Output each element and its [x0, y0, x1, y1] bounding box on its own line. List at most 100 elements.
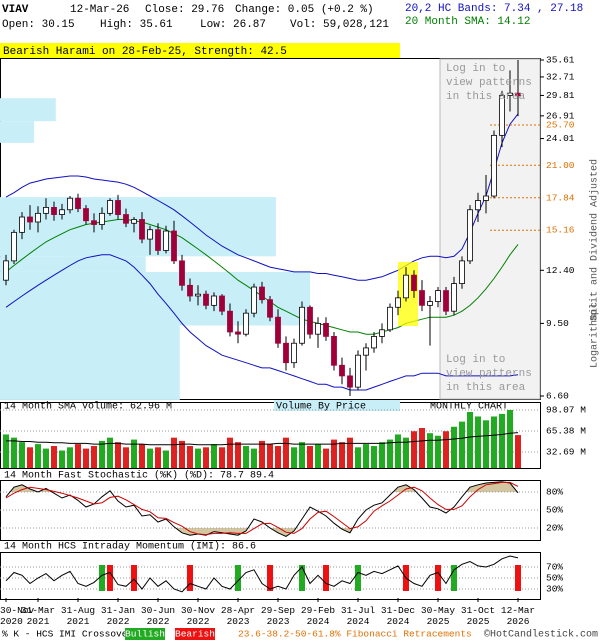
legend-label: Bullish — [125, 629, 165, 640]
y-tick-label: 32.71 — [546, 71, 575, 82]
sma-info: 20 Month SMA: 14.12 — [405, 16, 530, 28]
candle-body — [67, 197, 73, 211]
candle-body — [211, 295, 217, 306]
volume-bar — [475, 416, 481, 468]
candle-body — [139, 219, 145, 240]
locked-text: in this area — [446, 382, 526, 394]
volume-bar — [91, 446, 97, 468]
pattern-banner: Bearish Harami on 28-Feb-25, Strength: 4… — [3, 46, 287, 58]
crossover-bar — [323, 565, 329, 591]
x-tick-label: 30-Jun 2022 — [141, 605, 175, 627]
vbp-label: Volume By Price — [276, 401, 366, 413]
scale-label: Logarithmic — [589, 302, 600, 368]
fib-label: 25.70 — [546, 120, 575, 131]
volume-bar — [123, 447, 129, 468]
legend-label: Bearish — [175, 629, 215, 640]
locked-text: Log in to — [446, 63, 505, 75]
volume-bar — [347, 437, 353, 468]
volume-bar — [51, 446, 57, 468]
volume-bar — [131, 439, 137, 468]
y-tick-label: 29.81 — [546, 90, 575, 101]
candle-body — [155, 229, 161, 251]
bands-info: 20,2 HC Bands: 7.34 , 27.18 — [405, 3, 583, 15]
candle-body — [75, 197, 81, 209]
candle-body — [499, 95, 505, 136]
candle-body — [235, 331, 241, 335]
pattern-banner-bg — [0, 43, 400, 58]
locked-text: view patterns — [446, 368, 532, 380]
volume-bar — [427, 433, 433, 468]
y-tick-label: 12.40 — [546, 265, 575, 276]
candle-body — [331, 336, 337, 366]
low: Low: 26.87 — [200, 19, 266, 31]
crossover-bar — [435, 565, 441, 591]
volume-bar — [355, 447, 361, 468]
candle-body — [131, 219, 137, 224]
volume-title: 14 Month SMA Volume: 62.96 M — [4, 401, 172, 413]
candle-body — [147, 229, 153, 240]
candle-body — [379, 329, 385, 337]
close: Close: 29.76 — [145, 4, 224, 16]
volume-bar — [139, 444, 145, 468]
volume-info: Vol: 59,028,121 — [290, 19, 389, 31]
crossover-bar — [235, 565, 241, 591]
volume-bar — [27, 447, 33, 468]
candle-body — [163, 230, 169, 251]
volume-by-price-bar — [0, 197, 276, 257]
momentum-line — [5, 555, 519, 593]
volume-bar — [163, 450, 169, 468]
date: 12-Mar-26 — [70, 4, 129, 16]
volume-by-price-bar — [0, 271, 310, 326]
candle-body — [83, 208, 89, 222]
x-tick-label: 31-Aug 2021 — [61, 605, 95, 627]
fib-legend: 23.6-38.2-50-61.8% Fibonacci Retracement… — [238, 629, 472, 640]
volume-bar — [227, 437, 233, 468]
candle-body — [267, 299, 273, 318]
candle-body — [27, 216, 33, 223]
y-tick-label: 24.01 — [546, 133, 575, 144]
band-lower — [5, 254, 519, 391]
candle-body — [395, 297, 401, 308]
candle-body — [443, 290, 449, 312]
x-tick-label: 12-Mar 2026 — [501, 605, 535, 627]
locked-text: view patterns — [446, 77, 532, 89]
candle-body — [491, 134, 497, 197]
chart-period: MONTHLY CHART — [430, 402, 508, 413]
change: Change: 0.05 (+0.2 %) — [235, 4, 374, 16]
crossover-bar — [131, 565, 137, 591]
candle-body — [123, 214, 129, 224]
volume-bar — [3, 434, 9, 468]
y-tick-label: 98.07 M — [546, 405, 586, 416]
crossover-bar — [99, 565, 105, 591]
volume-bar — [35, 444, 41, 468]
crossover-bar — [187, 565, 193, 591]
volume-bar — [323, 448, 329, 468]
legend-swatch — [175, 628, 215, 640]
legend-swatch — [125, 628, 165, 640]
candle-body — [291, 342, 297, 364]
y-tick-label: 50% — [546, 505, 563, 516]
volume-bar — [403, 437, 409, 468]
volume-bar — [507, 410, 513, 468]
candle-body — [363, 347, 369, 356]
volume-bar — [251, 448, 257, 468]
volume-by-price-bar — [0, 325, 180, 400]
volume-bar — [155, 447, 161, 468]
candle-body — [459, 260, 465, 284]
volume-bar — [259, 440, 265, 468]
volume-bar — [291, 447, 297, 468]
volume-bar — [67, 447, 73, 468]
copyright: ©HotCandlestick.com — [484, 629, 598, 640]
x-tick-label: 31-Jan 2022 — [101, 605, 135, 627]
symbol: VIAV — [2, 4, 29, 16]
x-tick-label: 30-May 2025 — [421, 605, 456, 627]
volume-layer — [0, 409, 540, 468]
volume-bar — [83, 448, 89, 468]
volume-bar — [331, 439, 337, 468]
candle-body — [427, 301, 433, 306]
candle-body — [195, 293, 201, 297]
volume-by-price-bar — [0, 121, 35, 143]
candle-body — [403, 274, 409, 299]
volume-by-price-bar — [0, 98, 56, 122]
